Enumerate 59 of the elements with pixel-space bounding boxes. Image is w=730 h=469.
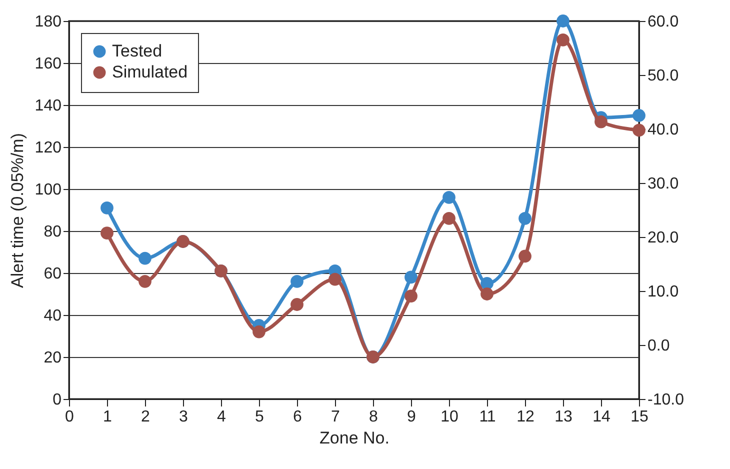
point xyxy=(480,277,494,290)
y-tick-label: 20 xyxy=(44,350,62,366)
point xyxy=(100,201,114,214)
y-tick-label: 80 xyxy=(44,224,62,240)
y2-tick-label: 20.0 xyxy=(648,230,679,246)
y-tick-label: 120 xyxy=(34,140,62,156)
legend-label: Simulated xyxy=(112,62,188,82)
y2-tick-label: 10.0 xyxy=(648,284,679,300)
y-tick-label: 40 xyxy=(44,308,62,324)
x-tick-label: 3 xyxy=(179,408,188,426)
y-axis-title: Alert time (0.05%/m) xyxy=(8,133,27,288)
point xyxy=(594,115,608,128)
point xyxy=(632,124,646,137)
x-tick-label: 5 xyxy=(255,408,264,426)
x-tick-label: 10 xyxy=(440,408,458,426)
y2-tick-label: 0.0 xyxy=(648,338,670,354)
x-tick-label: 14 xyxy=(592,408,610,426)
x-tick-label: 2 xyxy=(141,408,150,426)
x-tick-label: 11 xyxy=(479,408,496,426)
point xyxy=(480,288,494,300)
x-tick-label: 12 xyxy=(516,408,534,426)
point xyxy=(404,290,418,303)
y2-tick-label: -10.0 xyxy=(648,392,684,408)
point xyxy=(138,274,152,288)
y2-tick-label: 50.0 xyxy=(648,68,679,84)
point xyxy=(328,272,342,286)
y-tick-label: 0 xyxy=(52,392,62,408)
x-tick-label: 13 xyxy=(554,408,572,426)
x-tick-label: 7 xyxy=(331,408,340,426)
point xyxy=(442,212,456,225)
point xyxy=(252,325,266,338)
x-tick-label: 8 xyxy=(369,408,378,426)
point xyxy=(290,274,304,288)
point xyxy=(556,14,570,28)
y2-tick-label: 40.0 xyxy=(648,122,679,138)
y-tick-label: 100 xyxy=(34,182,62,198)
point xyxy=(290,298,304,311)
x-tick-label: 1 xyxy=(103,408,112,426)
legend-label: Tested xyxy=(112,42,162,60)
y2-tick-label: 30.0 xyxy=(648,176,679,192)
x-tick-label: 4 xyxy=(217,408,226,426)
point xyxy=(556,33,570,46)
x-tick-label: 6 xyxy=(293,408,302,426)
point xyxy=(518,212,532,225)
x-axis-title: Zone No. xyxy=(320,428,390,448)
point xyxy=(442,190,456,204)
point xyxy=(138,252,152,265)
point xyxy=(632,109,646,122)
x-tick-label: 9 xyxy=(407,408,416,426)
point xyxy=(404,270,418,284)
y-tick-label: 180 xyxy=(34,14,62,30)
y2-tick-label: 60.0 xyxy=(648,14,679,30)
y-tick-label: 60 xyxy=(44,266,62,282)
y-tick-label: 160 xyxy=(34,56,62,72)
point xyxy=(100,226,114,240)
x-tick-label: 0 xyxy=(65,408,74,426)
y-tick-label: 140 xyxy=(34,98,62,114)
point xyxy=(518,250,532,263)
x-tick-label: 15 xyxy=(630,408,648,426)
